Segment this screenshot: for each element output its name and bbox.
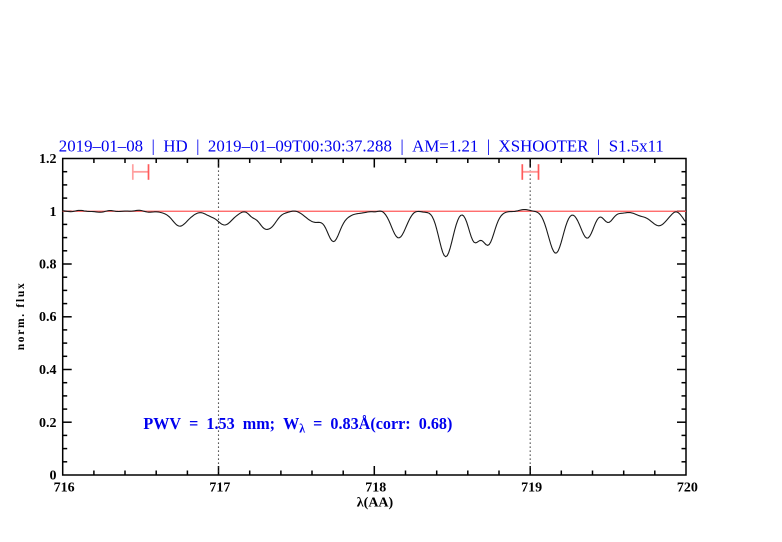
svg-text:718: 718 [365,480,386,495]
svg-text:norm. flux: norm. flux [15,283,27,350]
svg-text:720: 720 [677,480,698,495]
svg-text:λ(AA): λ(AA) [357,496,394,511]
svg-text:0.8: 0.8 [39,258,57,273]
svg-text:1: 1 [50,205,57,220]
svg-text:0.2: 0.2 [39,416,57,431]
svg-text:0.4: 0.4 [39,363,57,378]
svg-text:0: 0 [50,469,57,484]
svg-text:717: 717 [209,480,230,495]
svg-text:1.2: 1.2 [39,152,57,167]
svg-text:0.6: 0.6 [39,310,57,325]
svg-text:719: 719 [521,480,542,495]
svg-text:2019–01–08 | HD | 2019–01–: 2019–01–08 | HD | 2019–01–09T00:30:37.28… [59,136,664,155]
svg-text:PWV = 1.53 mm; Wλ = 0.83: PWV = 1.53 mm; Wλ = 0.83Å(corr: 0.68) [143,414,452,436]
svg-text:716: 716 [54,480,75,495]
